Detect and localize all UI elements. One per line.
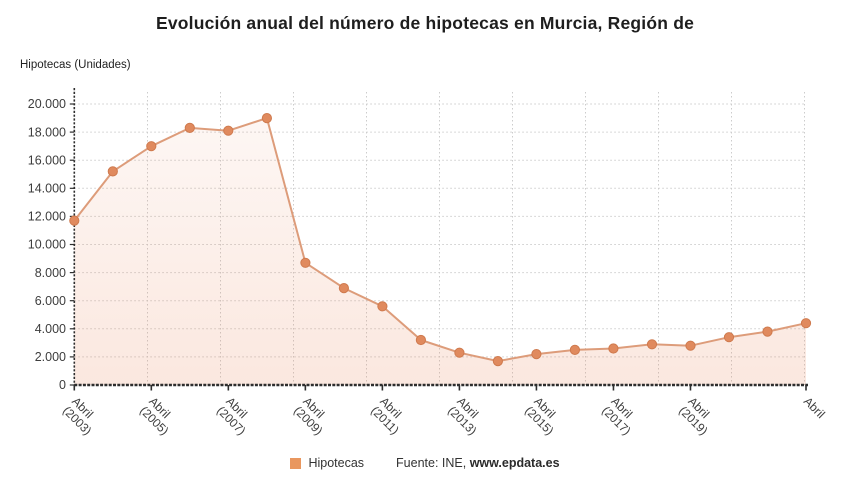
svg-text:20.000: 20.000 <box>28 97 66 111</box>
svg-text:Abril(2015): Abril(2015) <box>522 394 566 438</box>
source-text: Fuente: INE, www.epdata.es <box>396 456 560 470</box>
svg-text:10.000: 10.000 <box>28 238 66 252</box>
y-axis-title: Hipotecas (Unidades) <box>20 59 131 71</box>
data-points <box>69 113 812 367</box>
svg-text:Abril(2005): Abril(2005) <box>137 394 181 438</box>
svg-text:14.000: 14.000 <box>28 182 66 196</box>
source-link: www.epdata.es <box>469 456 560 470</box>
svg-text:12.000: 12.000 <box>28 210 66 224</box>
y-axis-labels: 0 2.000 4.000 6.000 8.000 10.000 12.000 14.000 1… <box>28 97 66 392</box>
series-line <box>73 117 807 363</box>
svg-text:Abril(2019): Abril(2019) <box>676 394 720 438</box>
svg-text:18.000: 18.000 <box>28 125 66 139</box>
line-chart: 0 2.000 4.000 6.000 8.000 10.000 12.000 14.000 1… <box>28 88 828 438</box>
series-area <box>74 118 807 385</box>
x-axis-ticks <box>73 385 807 391</box>
svg-text:0: 0 <box>59 378 66 392</box>
svg-text:Abril(2017): Abril(2017) <box>599 394 643 438</box>
svg-text:Abril(2011): Abril(2011) <box>368 394 411 437</box>
svg-text:16.000: 16.000 <box>28 153 66 167</box>
source-prefix: Fuente: INE, <box>396 456 470 470</box>
svg-text:Abril(2013): Abril(2013) <box>445 394 489 438</box>
svg-text:4.000: 4.000 <box>35 322 66 336</box>
svg-text:Abril: Abril <box>801 394 828 421</box>
svg-text:8.000: 8.000 <box>35 266 66 280</box>
svg-text:Abril(2007): Abril(2007) <box>214 394 258 438</box>
legend-label: Hipotecas <box>308 456 365 470</box>
svg-text:Abril(2003): Abril(2003) <box>60 394 104 438</box>
chart-title: Evolución anual del número de hipotecas … <box>155 13 695 33</box>
x-axis-labels: Abril(2003) Abril(2005) Abril(2007) Abril(2… <box>60 394 828 438</box>
svg-text:Abril(2009): Abril(2009) <box>291 394 335 438</box>
svg-text:2.000: 2.000 <box>35 350 66 364</box>
legend-item-hipotecas[interactable]: Hipotecas <box>290 456 364 470</box>
chart-footer: Hipotecas Fuente: INE, www.epdata.es <box>0 456 850 470</box>
legend-marker <box>290 457 302 469</box>
svg-text:6.000: 6.000 <box>35 294 66 308</box>
